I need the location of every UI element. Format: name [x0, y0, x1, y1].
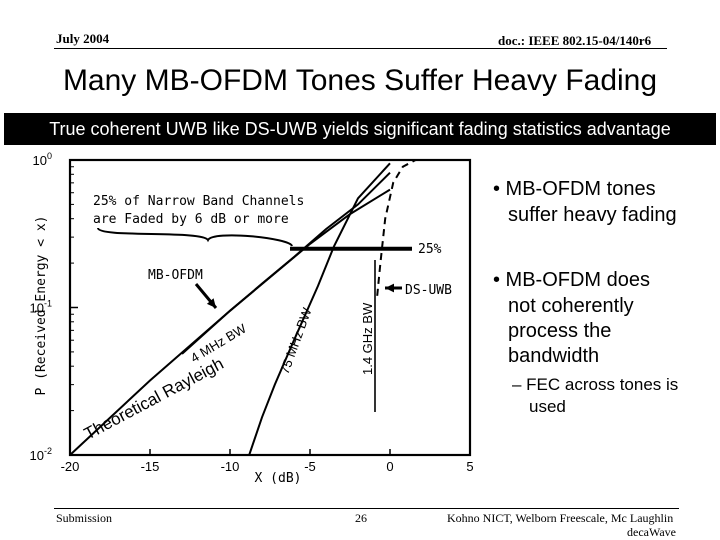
slide-title: Many MB-OFDM Tones Suffer Heavy Fading — [62, 64, 658, 97]
y-tick-label: 100 — [33, 151, 52, 168]
header-date: July 2004 — [56, 31, 110, 46]
bullet-2-line-3: process the — [508, 320, 612, 342]
x-tick-label: -10 — [221, 459, 240, 474]
header-doc-id: doc.: IEEE 802.15-04/140r6 — [498, 33, 652, 48]
bullet-1-line-1: • MB-OFDM tones — [493, 178, 656, 200]
y-axis-title: P (Received Energy < x) — [34, 215, 49, 395]
label-25pct: 25% — [418, 242, 442, 257]
curve-label-rayleigh: Theoretical Rayleigh — [81, 354, 227, 444]
bullet-2-line-1: • MB-OFDM does — [493, 269, 651, 291]
x-tick-label: -20 — [61, 459, 80, 474]
footer-rule — [54, 508, 679, 509]
header-rule — [54, 48, 667, 49]
arrow-mb-ofdm-head — [206, 298, 216, 308]
note-faded-line-1: 25% of Narrow Band Channels — [93, 194, 304, 209]
sub-bullet-line-1: – FEC across tones is — [512, 375, 679, 394]
note-faded-line-2: are Faded by 6 dB or more — [93, 212, 289, 227]
banner: True coherent UWB like DS-UWB yields sig… — [4, 113, 716, 145]
x-axis-title: X (dB) — [255, 471, 302, 486]
sub-bullet-line-2: used — [529, 397, 566, 416]
brace — [97, 227, 293, 247]
bullet-2-line-2: not coherently — [508, 295, 634, 317]
label-ds-uwb: DS-UWB — [405, 283, 452, 298]
footer-authors-line-1: Kohno NICT, Welborn Freescale, Mc Laughl… — [447, 511, 674, 525]
x-tick-label: -5 — [304, 459, 316, 474]
footer-page-number: 26 — [355, 511, 367, 525]
curve-75mhz-bw — [248, 162, 391, 456]
footer-authors-line-2: decaWave — [627, 525, 676, 539]
x-tick-label: 5 — [466, 459, 473, 474]
curve-label-75mhz: 75 MHz BW — [277, 305, 315, 376]
curve-1-4ghz-bw — [376, 159, 417, 296]
curve-4mhz-bw — [181, 171, 391, 355]
y-tick-label: 10-2 — [30, 446, 52, 463]
bullet-1-line-2: suffer heavy fading — [508, 204, 677, 226]
x-tick-label: 0 — [386, 459, 393, 474]
arrow-ds-uwb-head — [385, 283, 395, 293]
bullet-2-line-4: bandwidth — [508, 345, 600, 367]
x-tick-label: -15 — [141, 459, 160, 474]
curve-label-1-4ghz: 1.4 GHz BW — [360, 302, 375, 375]
label-mb-ofdm: MB-OFDM — [148, 268, 203, 283]
footer-submission: Submission — [56, 511, 113, 525]
